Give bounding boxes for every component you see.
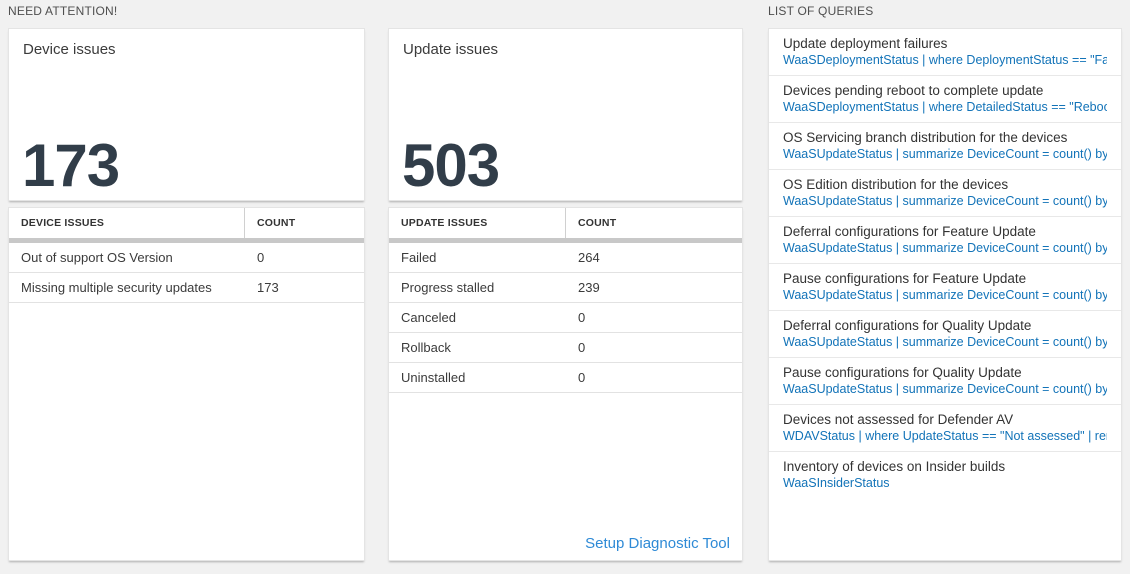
device-table-header-issues: DEVICE ISSUES <box>9 208 245 238</box>
device-issues-table-panel: DEVICE ISSUES COUNT Out of support OS Ve… <box>8 207 365 561</box>
need-attention-label: NEED ATTENTION! <box>8 4 118 18</box>
table-row[interactable]: Failed 264 <box>389 243 742 273</box>
row-count: 239 <box>578 280 600 295</box>
query-title: Devices not assessed for Defender AV <box>783 412 1014 427</box>
query-item[interactable]: Deferral configurations for Feature Upda… <box>769 217 1121 264</box>
query-item[interactable]: Deferral configurations for Quality Upda… <box>769 311 1121 358</box>
table-row[interactable]: Missing multiple security updates 173 <box>9 273 364 303</box>
query-text: WaaSDeploymentStatus | where DetailedSta… <box>783 100 1107 114</box>
row-label: Progress stalled <box>401 280 495 295</box>
table-row[interactable]: Uninstalled 0 <box>389 363 742 393</box>
row-label: Missing multiple security updates <box>21 280 212 295</box>
device-issues-title: Device issues <box>23 41 116 58</box>
query-text: WDAVStatus | where UpdateStatus == "Not … <box>783 429 1107 443</box>
query-text: WaaSUpdateStatus | summarize DeviceCount… <box>783 147 1107 161</box>
list-of-queries-label: LIST OF QUERIES <box>768 4 874 18</box>
query-text: WaaSUpdateStatus | summarize DeviceCount… <box>783 335 1107 349</box>
query-text: WaaSUpdateStatus | summarize DeviceCount… <box>783 288 1107 302</box>
table-row[interactable]: Out of support OS Version 0 <box>9 243 364 273</box>
query-text: WaaSUpdateStatus | summarize DeviceCount… <box>783 194 1107 208</box>
query-text: WaaSUpdateStatus | summarize DeviceCount… <box>783 241 1107 255</box>
query-title: Update deployment failures <box>783 36 948 51</box>
row-count: 0 <box>578 340 586 355</box>
row-count: 264 <box>578 250 600 265</box>
query-item[interactable]: Pause configurations for Feature Update … <box>769 264 1121 311</box>
table-row[interactable]: Canceled 0 <box>389 303 742 333</box>
query-item[interactable]: OS Servicing branch distribution for the… <box>769 123 1121 170</box>
query-title: Pause configurations for Feature Update <box>783 271 1027 286</box>
table-header-divider <box>9 238 364 243</box>
query-item[interactable]: Inventory of devices on Insider builds W… <box>769 452 1121 498</box>
setup-diagnostic-tool-link[interactable]: Setup Diagnostic Tool <box>585 535 730 552</box>
query-item[interactable]: Devices not assessed for Defender AV WDA… <box>769 405 1121 452</box>
device-table-header-count: COUNT <box>257 217 296 229</box>
table-row[interactable]: Progress stalled 239 <box>389 273 742 303</box>
row-label: Uninstalled <box>401 370 466 385</box>
query-title: OS Edition distribution for the devices <box>783 177 1009 192</box>
row-count: 0 <box>257 250 265 265</box>
row-label: Canceled <box>401 310 456 325</box>
row-count: 0 <box>578 310 586 325</box>
device-table-header: DEVICE ISSUES COUNT <box>9 208 364 238</box>
query-text: WaaSInsiderStatus <box>783 476 890 490</box>
update-table-header-issues: UPDATE ISSUES <box>389 208 566 238</box>
query-title: Inventory of devices on Insider builds <box>783 459 1006 474</box>
query-text: WaaSUpdateStatus | summarize DeviceCount… <box>783 382 1107 396</box>
list-of-queries-panel: Update deployment failures WaaSDeploymen… <box>768 28 1122 561</box>
query-item[interactable]: Pause configurations for Quality Update … <box>769 358 1121 405</box>
update-issues-title: Update issues <box>403 41 499 58</box>
device-issues-tile[interactable]: Device issues 173 <box>8 28 365 201</box>
device-issues-count: 173 <box>22 132 120 199</box>
update-issues-count: 503 <box>402 132 500 199</box>
query-title: Deferral configurations for Quality Upda… <box>783 318 1032 333</box>
row-count: 173 <box>257 280 279 295</box>
update-issues-tile[interactable]: Update issues 503 <box>388 28 743 201</box>
row-label: Failed <box>401 250 437 265</box>
query-item[interactable]: Update deployment failures WaaSDeploymen… <box>769 29 1121 76</box>
row-label: Rollback <box>401 340 451 355</box>
update-table-header-count: COUNT <box>578 217 617 229</box>
query-title: OS Servicing branch distribution for the… <box>783 130 1068 145</box>
table-row[interactable]: Rollback 0 <box>389 333 742 363</box>
query-title: Devices pending reboot to complete updat… <box>783 83 1044 98</box>
query-item[interactable]: OS Edition distribution for the devices … <box>769 170 1121 217</box>
table-header-divider <box>389 238 742 243</box>
row-count: 0 <box>578 370 586 385</box>
query-title: Deferral configurations for Feature Upda… <box>783 224 1036 239</box>
update-table-header: UPDATE ISSUES COUNT <box>389 208 742 238</box>
query-title: Pause configurations for Quality Update <box>783 365 1022 380</box>
query-text: WaaSDeploymentStatus | where DeploymentS… <box>783 53 1107 67</box>
query-item[interactable]: Devices pending reboot to complete updat… <box>769 76 1121 123</box>
update-issues-table-panel: UPDATE ISSUES COUNT Failed 264 Progress … <box>388 207 743 561</box>
row-label: Out of support OS Version <box>21 250 173 265</box>
